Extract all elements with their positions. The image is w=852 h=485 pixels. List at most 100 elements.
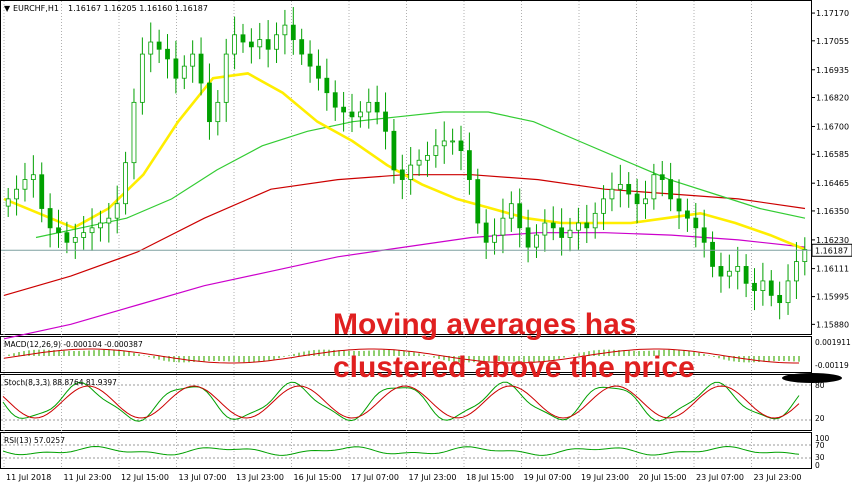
candle-body	[450, 140, 456, 143]
candle-body	[517, 203, 523, 229]
annotation-line-2: clustered above the price	[333, 351, 695, 384]
candle-body	[777, 294, 783, 304]
candle-body	[735, 266, 741, 272]
price-tick-label: 1.17055	[816, 37, 849, 46]
moving-average-lines	[3, 72, 806, 340]
candle-body	[265, 39, 271, 50]
time-tick-label: 20 Jul 15:00	[639, 473, 687, 482]
candle-body	[282, 24, 288, 36]
time-tick-label: 19 Jul 07:00	[524, 473, 572, 482]
rsi-level-30: 30	[815, 453, 825, 462]
candle-body	[30, 174, 36, 180]
candle-body	[592, 212, 598, 229]
candle-body	[525, 227, 531, 248]
candle-body	[316, 65, 321, 79]
rsi-level-0: 0	[815, 461, 820, 470]
time-tick-label: 16 Jul 15:00	[294, 473, 342, 482]
time-tick-label: 11 Jul 23:00	[64, 473, 112, 482]
candle-body	[466, 150, 472, 180]
candle-body	[634, 193, 640, 205]
candle-body	[72, 237, 78, 243]
price-tick-label: 1.16230	[816, 236, 849, 245]
time-tick-label: 12 Jul 15:00	[121, 473, 169, 482]
candle-body	[47, 208, 53, 229]
candle-body	[383, 111, 388, 132]
rsi-line	[2, 445, 800, 456]
annotation-line-1: Moving averages has	[333, 308, 636, 341]
candle-body	[643, 198, 648, 205]
price-tick-label: 1.16820	[816, 94, 849, 103]
candle-body	[651, 174, 657, 200]
candle-body	[39, 174, 45, 209]
candle-body	[718, 266, 724, 277]
time-tick-label: 17 Jul 23:00	[409, 473, 457, 482]
price-tick-label: 1.16700	[816, 122, 849, 131]
candle-body	[584, 222, 590, 229]
symbol-label: EURCHF,H1	[13, 4, 59, 13]
candle-body	[567, 229, 573, 238]
candle-body	[508, 203, 514, 219]
candle-body	[181, 65, 187, 79]
candle-body	[726, 270, 732, 277]
candle-body	[173, 58, 179, 79]
rsi-level-70: 70	[815, 441, 825, 450]
candle-body	[441, 140, 447, 147]
candle-body	[274, 34, 279, 50]
candle-body	[760, 280, 766, 291]
candle-body	[374, 101, 380, 113]
stoch-level-80: 80	[815, 381, 825, 390]
stoch-d-line	[2, 385, 800, 419]
candle-body	[139, 53, 145, 103]
candle-body	[324, 77, 330, 94]
candle-body	[408, 164, 414, 180]
time-tick-label: 23 Jul 07:00	[696, 473, 744, 482]
candle-body	[98, 222, 103, 229]
price-tick-label: 1.16111	[816, 265, 849, 274]
price-panel	[0, 0, 812, 335]
candle-body	[290, 24, 296, 41]
candle-body	[492, 234, 497, 243]
candle-body	[785, 280, 791, 304]
symbol-arrow[interactable]: ▼	[4, 4, 11, 13]
price-tick-label: 1.16350	[816, 207, 849, 216]
candle-body	[248, 41, 254, 48]
price-tick-label: 1.16465	[816, 179, 849, 188]
candle-body	[56, 227, 61, 234]
price-tick-label: 1.15995	[816, 293, 849, 302]
price-tick-label: 1.15880	[816, 320, 849, 329]
candle-body	[165, 48, 170, 60]
candle-body	[5, 198, 11, 207]
candle-body	[299, 39, 305, 55]
price-tick-label: 1.17170	[816, 9, 849, 18]
candle-body	[131, 101, 137, 164]
candle-body	[609, 188, 615, 200]
candle-body	[366, 101, 372, 113]
candle-body	[22, 179, 28, 190]
macd-panel	[0, 336, 812, 373]
time-tick-label: 17 Jul 07:00	[351, 473, 399, 482]
candle-body	[626, 183, 632, 195]
stoch-label: Stoch(8,3,3) 88.8764 81.9397	[4, 378, 117, 387]
stoch-k-line	[2, 381, 800, 422]
candles	[5, 7, 808, 320]
candle-body	[391, 130, 397, 171]
price-tick-label: 1.16585	[816, 150, 849, 159]
candle-body	[685, 210, 690, 219]
time-tick-label: 18 Jul 15:00	[466, 473, 514, 482]
rsi-panel	[0, 432, 812, 469]
candle-body	[148, 41, 154, 55]
candle-body	[500, 217, 506, 236]
candle-body	[676, 198, 682, 212]
time-tick-label: 19 Jul 23:00	[581, 473, 629, 482]
candle-body	[156, 41, 162, 50]
macd-level-top: 0.001911	[815, 338, 851, 347]
candle-body	[215, 101, 221, 123]
candle-body	[617, 183, 623, 190]
candle-body	[559, 227, 565, 238]
candle-body	[106, 217, 112, 224]
macd-level-bottom: -0.00119	[815, 361, 849, 370]
candle-body	[240, 34, 246, 43]
time-tick-label: 23 Jul 23:00	[754, 473, 802, 482]
rsi-level-100: 100	[815, 434, 830, 443]
